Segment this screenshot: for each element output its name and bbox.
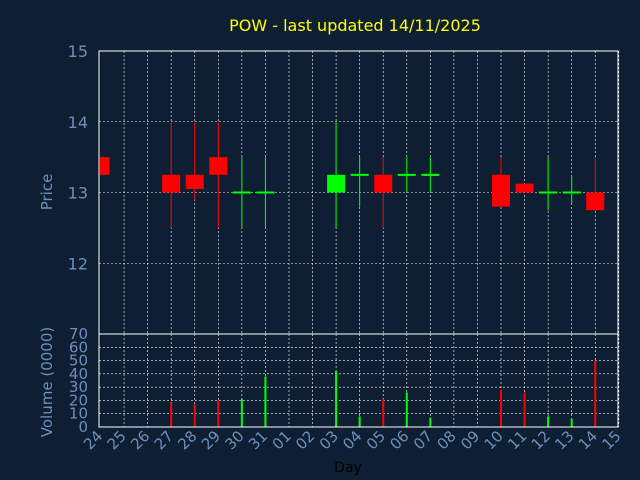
x-tick-label: 31 (245, 427, 271, 453)
volume-grid (99, 333, 620, 428)
x-tick-label: 12 (528, 427, 554, 453)
volume-y-tick-label: 60 (69, 338, 88, 356)
price-panel: 12 13 14 15 Price (38, 42, 620, 335)
candle (562, 174, 581, 204)
volume-bar (170, 403, 173, 427)
price-y-tick-label: 14 (68, 113, 88, 132)
x-tick-label: 15 (598, 427, 624, 453)
x-tick-label: 09 (457, 427, 483, 453)
candle (162, 121, 181, 228)
x-tick-label: 04 (339, 427, 365, 453)
volume-bar (500, 389, 503, 427)
x-tick-label: 11 (504, 427, 530, 453)
x-tick-label: 03 (316, 427, 342, 453)
volume-y-tick-label: 0 (78, 418, 88, 436)
volume-y-axis-label: Volume (0000) (38, 327, 56, 437)
x-axis-label: Day (334, 460, 362, 476)
volume-bar (358, 416, 361, 427)
candle (586, 157, 605, 211)
candle (421, 157, 440, 193)
price-y-axis-label: Price (38, 174, 56, 211)
candle-body (185, 174, 204, 189)
candle (327, 121, 346, 228)
volume-y-tick-label: 70 (69, 325, 88, 343)
candle (492, 157, 511, 207)
x-tick-label: 14 (575, 427, 601, 453)
x-tick-label: 08 (433, 427, 459, 453)
chart-title: POW - last updated 14/11/2025 (229, 16, 481, 35)
price-y-tick-label: 13 (68, 184, 88, 203)
x-tick-label: 30 (221, 427, 247, 453)
x-tick-label: 28 (174, 427, 200, 453)
x-tick-label: 29 (198, 427, 224, 453)
candle (100, 157, 110, 175)
volume-y-tick-label: 30 (69, 378, 88, 396)
price-y-ticks: 12 13 14 15 (68, 42, 88, 273)
x-tick-label: 05 (363, 427, 389, 453)
volume-bar (405, 392, 408, 427)
candle-body (515, 183, 534, 193)
price-y-tick-label: 15 (68, 42, 88, 61)
candle (232, 157, 251, 228)
volume-bar (240, 399, 243, 427)
candle (256, 157, 275, 228)
candle-body (209, 157, 228, 175)
volume-y-tick-label: 40 (69, 365, 88, 383)
candle (209, 121, 228, 228)
volume-bar (570, 419, 573, 427)
candle (185, 121, 204, 200)
x-tick-label: 01 (269, 427, 295, 453)
x-tick-label: 26 (127, 427, 153, 453)
candle-body (100, 157, 110, 175)
x-tick-label: 10 (481, 427, 507, 453)
volume-y-tick-label: 50 (69, 352, 88, 370)
candle-body (327, 174, 346, 193)
candle (539, 157, 558, 211)
x-tick-label: 07 (410, 427, 436, 453)
volume-frame (98, 333, 619, 428)
candle-body (586, 192, 605, 211)
x-tick-label: 27 (151, 427, 177, 453)
volume-y-tick-label: 20 (69, 391, 88, 409)
x-tick-label: 02 (292, 427, 318, 453)
x-tick-label: 13 (551, 427, 577, 453)
x-tick-label: 25 (104, 427, 130, 453)
price-y-tick-label: 12 (68, 254, 88, 273)
candle-body (162, 174, 181, 193)
volume-bars (170, 360, 597, 427)
volume-bar (594, 360, 597, 427)
price-candles (100, 121, 605, 228)
volume-bar (335, 371, 338, 427)
volume-bar (193, 404, 196, 427)
candle (397, 157, 416, 193)
candle-body (492, 174, 511, 207)
volume-y-tick-label: 10 (69, 405, 88, 423)
candle (374, 157, 393, 228)
volume-bar (523, 392, 526, 427)
candle (515, 183, 534, 193)
volume-bar (547, 416, 550, 427)
x-tick-label: 06 (386, 427, 412, 453)
x-axis-ticks: 2425262728293031010203040506070809101112… (80, 427, 625, 453)
candle (350, 157, 369, 207)
volume-bar (429, 417, 432, 427)
volume-bar (264, 376, 267, 427)
volume-bar (217, 400, 220, 427)
candle-body (374, 174, 393, 193)
volume-bar (382, 399, 385, 427)
